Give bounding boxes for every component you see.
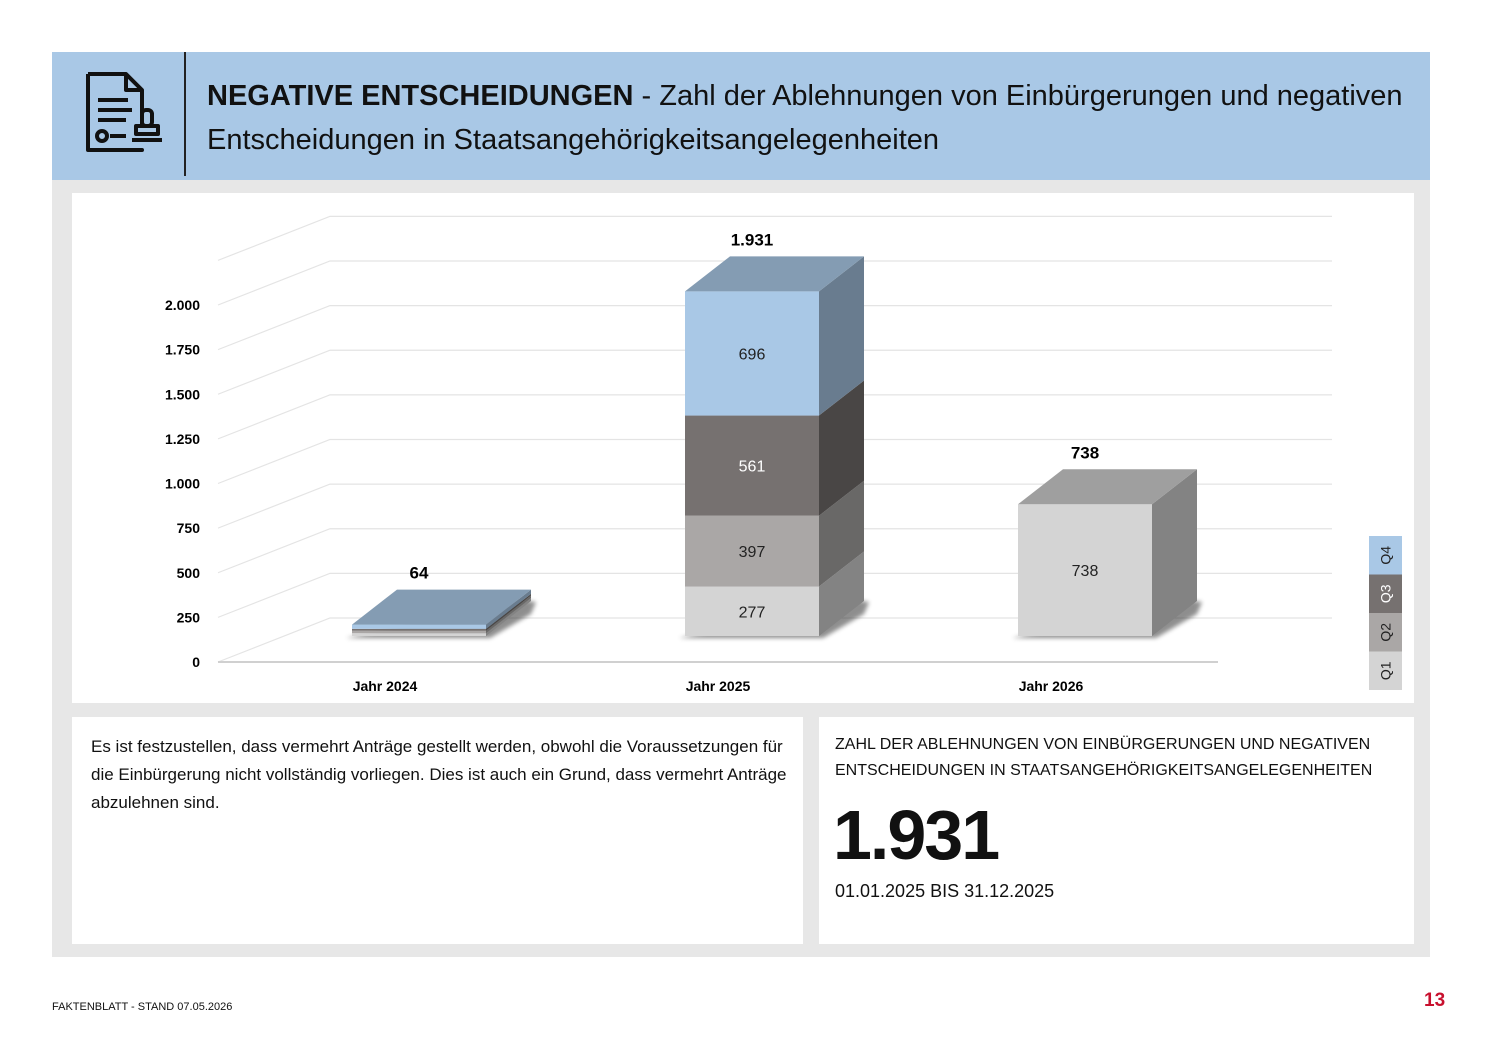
bar-segment	[685, 480, 864, 587]
legend-label: Q1	[1378, 661, 1394, 680]
text-box: Es ist festzustellen, dass vermehrt Antr…	[72, 717, 803, 944]
bar-side	[486, 593, 531, 631]
bar-top	[1018, 469, 1197, 505]
segment-label: 561	[739, 459, 766, 476]
bar-front	[352, 624, 486, 629]
bar-segment	[685, 256, 864, 416]
grid-line	[217, 394, 1332, 440]
bar-side	[819, 551, 864, 636]
bar-front	[685, 586, 819, 636]
divider	[184, 52, 186, 176]
bar-segment	[352, 598, 531, 636]
kpi-label: ZAHL DER ABLEHNUNGEN VON EINBÜRGERUNGEN …	[835, 736, 1373, 779]
total-label: 64	[410, 564, 429, 583]
bar-top	[352, 589, 531, 625]
grid-line	[217, 483, 1332, 529]
y-tick-label: 1.500	[165, 386, 200, 402]
title-rest: - Zahl der Ablehnungen von Einbürgerunge…	[207, 80, 1403, 156]
title: NEGATIVE ENTSCHEIDUNGEN - Zahl der Ableh…	[207, 74, 1407, 162]
segment-label: 738	[1072, 563, 1099, 580]
bar-front	[685, 515, 819, 587]
y-tick-label: 1.000	[165, 476, 200, 492]
kpi-box: ZAHL DER ABLEHNUNGEN VON EINBÜRGERUNGEN …	[819, 717, 1414, 944]
bar-front	[352, 633, 486, 636]
bar-side	[1152, 469, 1197, 636]
segment-label: 277	[739, 604, 766, 621]
document-icon	[86, 72, 162, 152]
bar-segment	[352, 593, 531, 631]
legend-label: Q3	[1378, 584, 1394, 603]
grid-line	[217, 617, 1332, 663]
chart: 0 250 500 750 1.000 1.250 1.500 1.750 2.000 Jahr …	[165, 215, 1402, 694]
y-tick-label: 750	[177, 520, 201, 536]
legend-swatch	[1369, 651, 1402, 690]
grid-line	[217, 305, 1332, 351]
x-tick-label: Jahr 2025	[686, 678, 751, 694]
legend-label: Q2	[1378, 623, 1394, 642]
bar-side	[819, 256, 864, 416]
paragraph: Es ist festzustellen, dass vermehrt Antr…	[91, 737, 787, 812]
bar-side	[819, 480, 864, 587]
total-label: 1.931	[731, 230, 774, 249]
bar-side	[486, 598, 531, 636]
legend-swatch	[1369, 613, 1402, 652]
bar-segment	[685, 551, 864, 636]
grid-line	[217, 260, 1332, 306]
kpi-value: 1.931	[833, 796, 1000, 874]
y-tick-label: 250	[177, 609, 201, 625]
bar-segment	[352, 595, 531, 634]
grid-line	[217, 572, 1332, 618]
y-tick-label: 1.250	[165, 431, 200, 447]
bar-front	[685, 415, 819, 516]
bar-side	[486, 595, 531, 634]
legend-swatch	[1369, 574, 1402, 613]
footer: FAKTENBLATT - STAND 07.05.2026	[52, 1001, 233, 1013]
y-tick-label: 500	[177, 565, 201, 581]
bar-front	[685, 291, 819, 416]
legend-swatch	[1369, 536, 1402, 575]
bar-top	[685, 256, 864, 292]
page-number: 13	[1424, 990, 1446, 1011]
y-tick-label: 1.750	[165, 342, 200, 358]
grid-line	[217, 438, 1332, 485]
title-bold: NEGATIVE ENTSCHEIDUNGEN	[207, 80, 634, 112]
y-tick-label: 0	[192, 654, 200, 670]
grid-line	[217, 528, 1332, 574]
y-tick-label: 2.000	[165, 297, 200, 313]
bar-side	[819, 380, 864, 516]
bar-side	[486, 589, 531, 629]
total-label: 738	[1071, 443, 1099, 462]
segment-label: 696	[739, 346, 766, 363]
kpi-period: 01.01.2025 BIS 31.12.2025	[835, 881, 1055, 901]
bar-segment	[685, 380, 864, 516]
grid-line	[217, 215, 1332, 261]
bar-front	[352, 628, 486, 631]
grid-line	[217, 349, 1332, 395]
bar-segment	[1018, 469, 1197, 636]
bar-front	[352, 630, 486, 634]
bar-front	[1018, 504, 1152, 636]
segment-label: 397	[739, 544, 766, 561]
x-tick-label: Jahr 2026	[1019, 678, 1084, 694]
x-tick-label: Jahr 2024	[353, 678, 418, 694]
legend-label: Q4	[1378, 546, 1394, 565]
header: NEGATIVE ENTSCHEIDUNGEN - Zahl der Ableh…	[52, 52, 1430, 180]
bar-segment	[352, 589, 531, 629]
